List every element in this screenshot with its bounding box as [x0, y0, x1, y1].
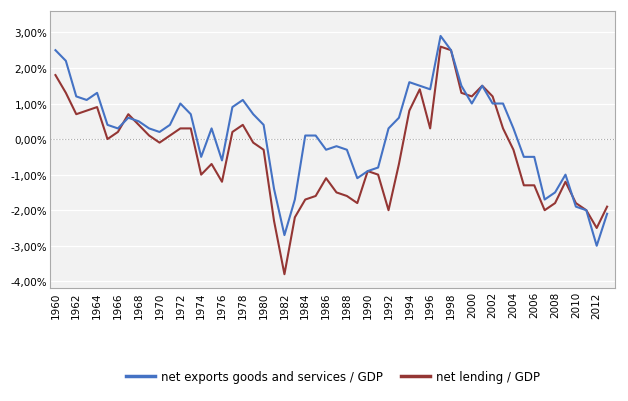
Legend: net exports goods and services / GDP, net lending / GDP: net exports goods and services / GDP, ne…	[121, 366, 544, 388]
